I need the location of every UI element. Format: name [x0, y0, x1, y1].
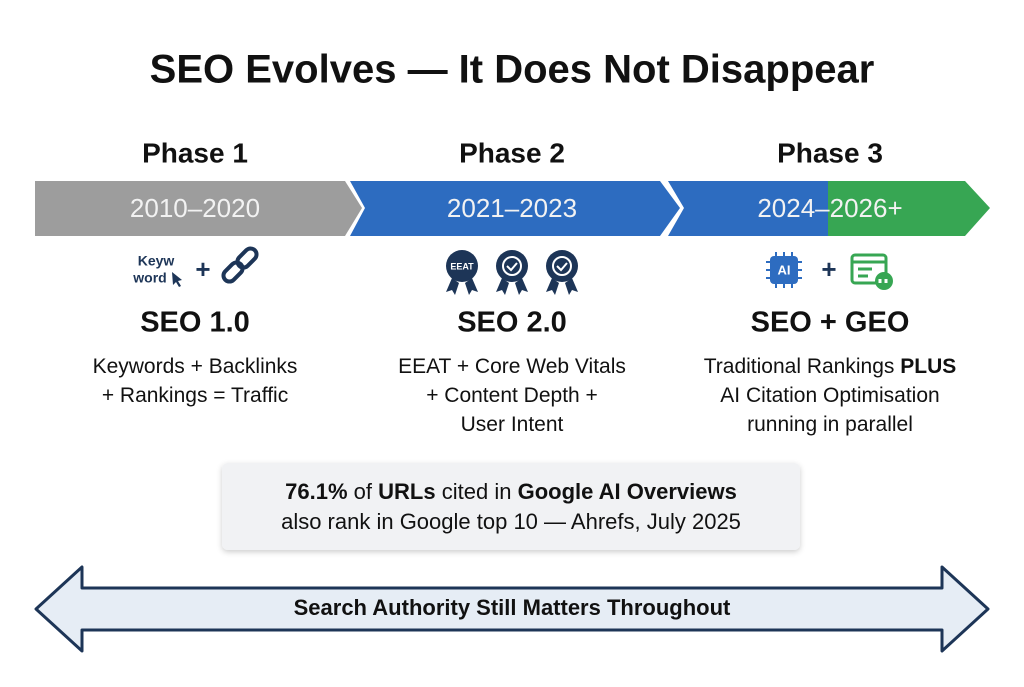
- description-line: Keywords + Backlinks: [93, 355, 298, 378]
- text-segment: User Intent: [461, 413, 564, 436]
- chevron: [668, 181, 830, 236]
- description-line: EEAT + Core Web Vitals: [398, 355, 626, 378]
- icon-link: [221, 246, 259, 284]
- text-segment: Keywords + Backlinks: [93, 355, 298, 378]
- icon-keyword: Keyw word: [132, 253, 182, 287]
- icon-quote-doc: [850, 253, 893, 290]
- description-line: running in parallel: [747, 413, 913, 436]
- phase-label: Phase 1: [142, 137, 248, 168]
- icon-text: EEAT: [450, 261, 474, 271]
- icon-plus: +: [195, 254, 210, 284]
- callout-box: [222, 463, 800, 550]
- years: 2010–2020: [130, 193, 260, 223]
- text-segment: + Rankings = Traffic: [102, 384, 288, 407]
- phase-label: Phase 2: [459, 137, 565, 168]
- icon-text: word: [132, 270, 166, 286]
- years: 2021–2023: [447, 193, 577, 223]
- text-segment: AI Citation Optimisation: [720, 384, 939, 407]
- phase-name: SEO 2.0: [457, 307, 567, 339]
- chevron: [350, 181, 680, 236]
- text-segment: + Content Depth +: [426, 384, 598, 407]
- chevron: [828, 181, 990, 236]
- text-segment: Google AI Overviews: [518, 479, 737, 504]
- icon-text: Keyw: [138, 253, 175, 269]
- chevron: [35, 181, 362, 236]
- description-line: + Rankings = Traffic: [102, 384, 288, 407]
- icon-text: AI: [778, 262, 791, 277]
- description-line: AI Citation Optimisation: [720, 384, 939, 407]
- text-segment: 76.1%: [285, 479, 347, 504]
- text-segment: EEAT + Core Web Vitals: [398, 355, 626, 378]
- callout: 76.1% of URLs cited in Google AI Overvie…: [281, 479, 741, 534]
- double-arrow: [34, 565, 990, 653]
- phase-name: SEO + GEO: [751, 307, 910, 339]
- title: SEO Evolves — It Does Not Disappear: [150, 48, 875, 92]
- arrow-label: Search Authority Still Matters Throughou…: [294, 595, 731, 620]
- icon-badges: EEAT: [446, 250, 578, 295]
- text-segment: of: [354, 479, 373, 504]
- icon-ai-chip: AI: [766, 252, 802, 288]
- icon-plus: +: [821, 254, 836, 284]
- text-segment: cited in: [442, 479, 512, 504]
- text-segment: PLUS: [900, 355, 956, 378]
- text-segment: Traditional Rankings: [704, 355, 895, 378]
- description-line: Traditional Rankings PLUS: [704, 355, 957, 378]
- descriptions: Keywords + Backlinks + Rankings = Traffic…: [93, 355, 957, 436]
- phase-label: Phase 3: [777, 137, 883, 168]
- text-segment: running in parallel: [747, 413, 913, 436]
- phase-name: SEO 1.0: [140, 307, 250, 339]
- description-line: User Intent: [461, 413, 564, 436]
- callout-line: 76.1% of URLs cited in Google AI Overvie…: [285, 479, 737, 504]
- description-line: + Content Depth +: [426, 384, 598, 407]
- callout-line: also rank in Google top 10 — Ahrefs, Jul…: [281, 509, 741, 534]
- text-segment: URLs: [378, 479, 435, 504]
- years: 2024–2026+: [757, 193, 902, 223]
- text-segment: also rank in Google top 10 — Ahrefs, Jul…: [281, 509, 741, 534]
